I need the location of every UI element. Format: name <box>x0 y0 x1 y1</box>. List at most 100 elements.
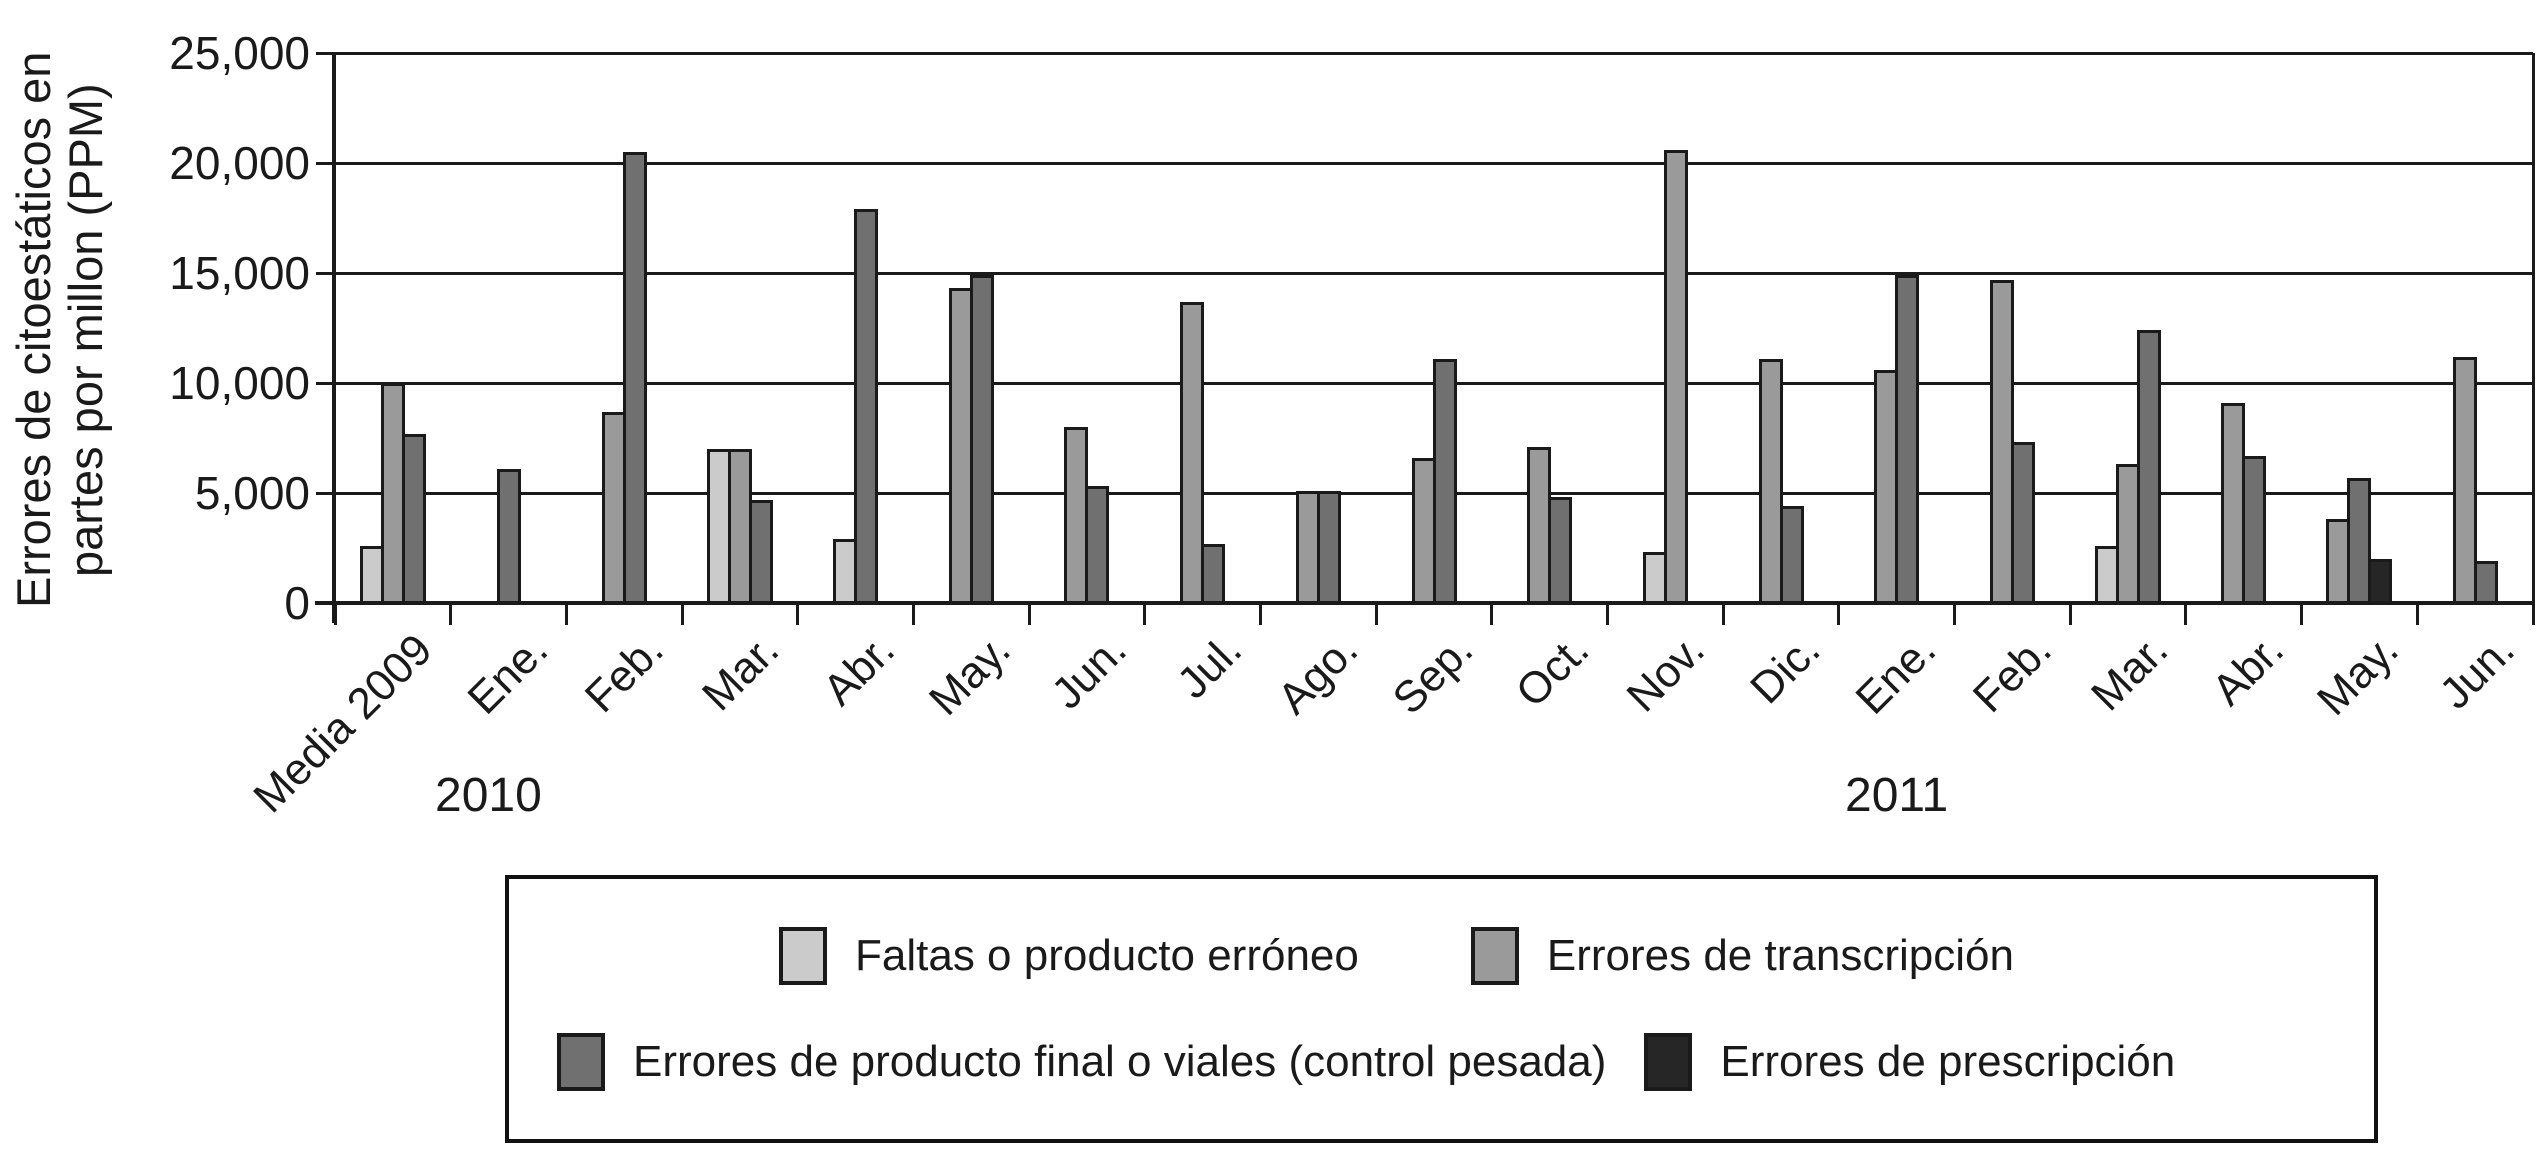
year-label-2011: 2011 <box>1845 769 1949 822</box>
bar-series1-mar <box>2095 546 2120 603</box>
legend-row: Faltas o producto erróneo Errores de tran… <box>779 927 2374 985</box>
bar-series3-jun <box>1085 486 1110 603</box>
bar-series3-dic <box>1779 506 1804 603</box>
bar-series2-jul <box>1180 302 1205 603</box>
y-tick-label: 25,000 <box>169 27 310 79</box>
y-axis-tick <box>316 161 335 165</box>
bar-series3-feb <box>2010 442 2035 603</box>
legend-row: Errores de producto final o viales (cont… <box>557 1033 2374 1091</box>
x-tick-label: Ene. <box>458 625 558 724</box>
x-axis-tick <box>1953 604 1957 625</box>
x-tick-label: Oct. <box>1506 625 1599 717</box>
bar-series3-may <box>969 275 994 603</box>
bar-series3-jun <box>2473 561 2498 603</box>
x-tick-label: Abr. <box>2202 625 2293 716</box>
x-tick-label: May. <box>2308 625 2409 725</box>
bar-series3-sep <box>1432 359 1457 603</box>
y-tick-label: 0 <box>284 577 310 629</box>
x-axis-tick <box>2531 604 2535 625</box>
bar-series3-feb <box>622 152 647 603</box>
y-axis-line <box>332 53 336 623</box>
x-axis-tick <box>2184 604 2188 625</box>
y-tick-label: 10,000 <box>169 357 310 409</box>
y-tick-label: 15,000 <box>169 247 310 299</box>
x-axis-tick <box>564 604 568 625</box>
x-tick-label: Feb. <box>1964 625 2062 722</box>
x-tick-label: Ago. <box>1268 625 1367 724</box>
y-axis-title-line2: partes por millon (PPM) <box>59 83 112 577</box>
x-axis-tick <box>2300 604 2304 625</box>
plot-area: Media 2009 Ene. Feb. Mar. Abr. May. Jun. Jul. Ag… <box>244 51 2535 822</box>
x-tick-label: May. <box>920 625 1020 725</box>
y-axis-tick <box>316 51 335 55</box>
bar-series3-abr <box>854 209 879 603</box>
x-axis-tick <box>796 604 800 625</box>
bar-series2-feb <box>1989 280 2014 603</box>
legend-swatch-series1 <box>779 927 827 985</box>
legend-label-series3: Errores de producto final o viales (cont… <box>633 1037 1607 1086</box>
bar-series2-nov <box>1663 150 1688 603</box>
bar-series2-mar <box>727 449 752 603</box>
x-tick-label: Feb. <box>575 625 673 722</box>
x-axis-tick <box>911 604 915 625</box>
x-axis-tick <box>1143 604 1147 625</box>
bar-series4-may <box>2368 559 2393 603</box>
legend-label-series1: Faltas o producto erróneo <box>855 931 1359 980</box>
bar-series2-may <box>948 288 973 603</box>
bar-series3-mar <box>748 500 773 603</box>
x-tick-label: Jun. <box>1042 625 1136 719</box>
bar-series3-may <box>2347 478 2372 603</box>
gridline <box>335 51 2533 55</box>
bar-series3-media2009 <box>401 434 426 603</box>
y-tick-label: 20,000 <box>169 137 310 189</box>
x-axis-tick <box>1490 604 1494 625</box>
x-axis-tick <box>1027 604 1031 625</box>
x-tick-label: Jun. <box>2430 625 2524 719</box>
year-label-2010: 2010 <box>435 769 542 822</box>
legend-swatch-series2 <box>1470 927 1519 985</box>
legend-swatch-series3 <box>557 1033 605 1091</box>
x-tick-label: Mar. <box>2081 625 2177 721</box>
x-tick-label: Ene. <box>1846 625 1946 724</box>
x-axis-tick <box>1606 604 1610 625</box>
bar-series3-mar <box>2137 330 2162 603</box>
x-axis-tick <box>2068 604 2072 625</box>
bar-series3-abr <box>2242 456 2267 603</box>
legend-swatch-series4 <box>1644 1033 1693 1091</box>
bar-series3-ene <box>1895 275 1920 603</box>
bar-series3-ago <box>1316 491 1341 603</box>
x-tick-label: Mar. <box>693 625 789 721</box>
bar-series2-mar <box>2116 464 2141 603</box>
x-tick-label: Media 2009 <box>244 625 442 823</box>
x-tick-label: Jul. <box>1168 625 1252 709</box>
x-axis-tick <box>449 604 453 625</box>
y-axis-tick <box>316 491 335 495</box>
bar-series2-jun <box>2452 357 2477 603</box>
gridline <box>335 271 2533 275</box>
bar-series2-dic <box>1758 359 1783 603</box>
x-axis-tick <box>2415 604 2419 625</box>
x-axis-tick <box>1258 604 1262 625</box>
x-axis-tick <box>1837 604 1841 625</box>
gridline <box>335 161 2533 165</box>
y-axis-tick <box>316 271 335 275</box>
x-axis-tick <box>1374 604 1378 625</box>
y-tick-label: 5,000 <box>194 467 310 519</box>
bar-series3-oct <box>1548 497 1573 603</box>
legend-label-series2: Errores de transcripción <box>1546 931 2014 980</box>
y-axis-tick <box>316 381 335 385</box>
y-axis-title-line1: Errores de citoestáticos en <box>7 51 60 609</box>
x-tick-label: Sep. <box>1383 625 1483 724</box>
x-axis-tick <box>680 604 684 625</box>
legend-label-series4: Errores de prescripción <box>1720 1037 2176 1086</box>
plot-right-border <box>2532 53 2535 606</box>
x-axis-line <box>315 601 2535 605</box>
x-tick-label: Nov. <box>1617 625 1715 722</box>
legend-box: Faltas o producto erróneo Errores de tran… <box>505 875 2378 1143</box>
x-tick-label: Abr. <box>814 625 905 716</box>
bar-series3-ene <box>496 469 521 603</box>
x-tick-label: Dic. <box>1741 625 1830 714</box>
bar-series3-jul <box>1201 544 1226 603</box>
x-axis-tick <box>1721 604 1725 625</box>
